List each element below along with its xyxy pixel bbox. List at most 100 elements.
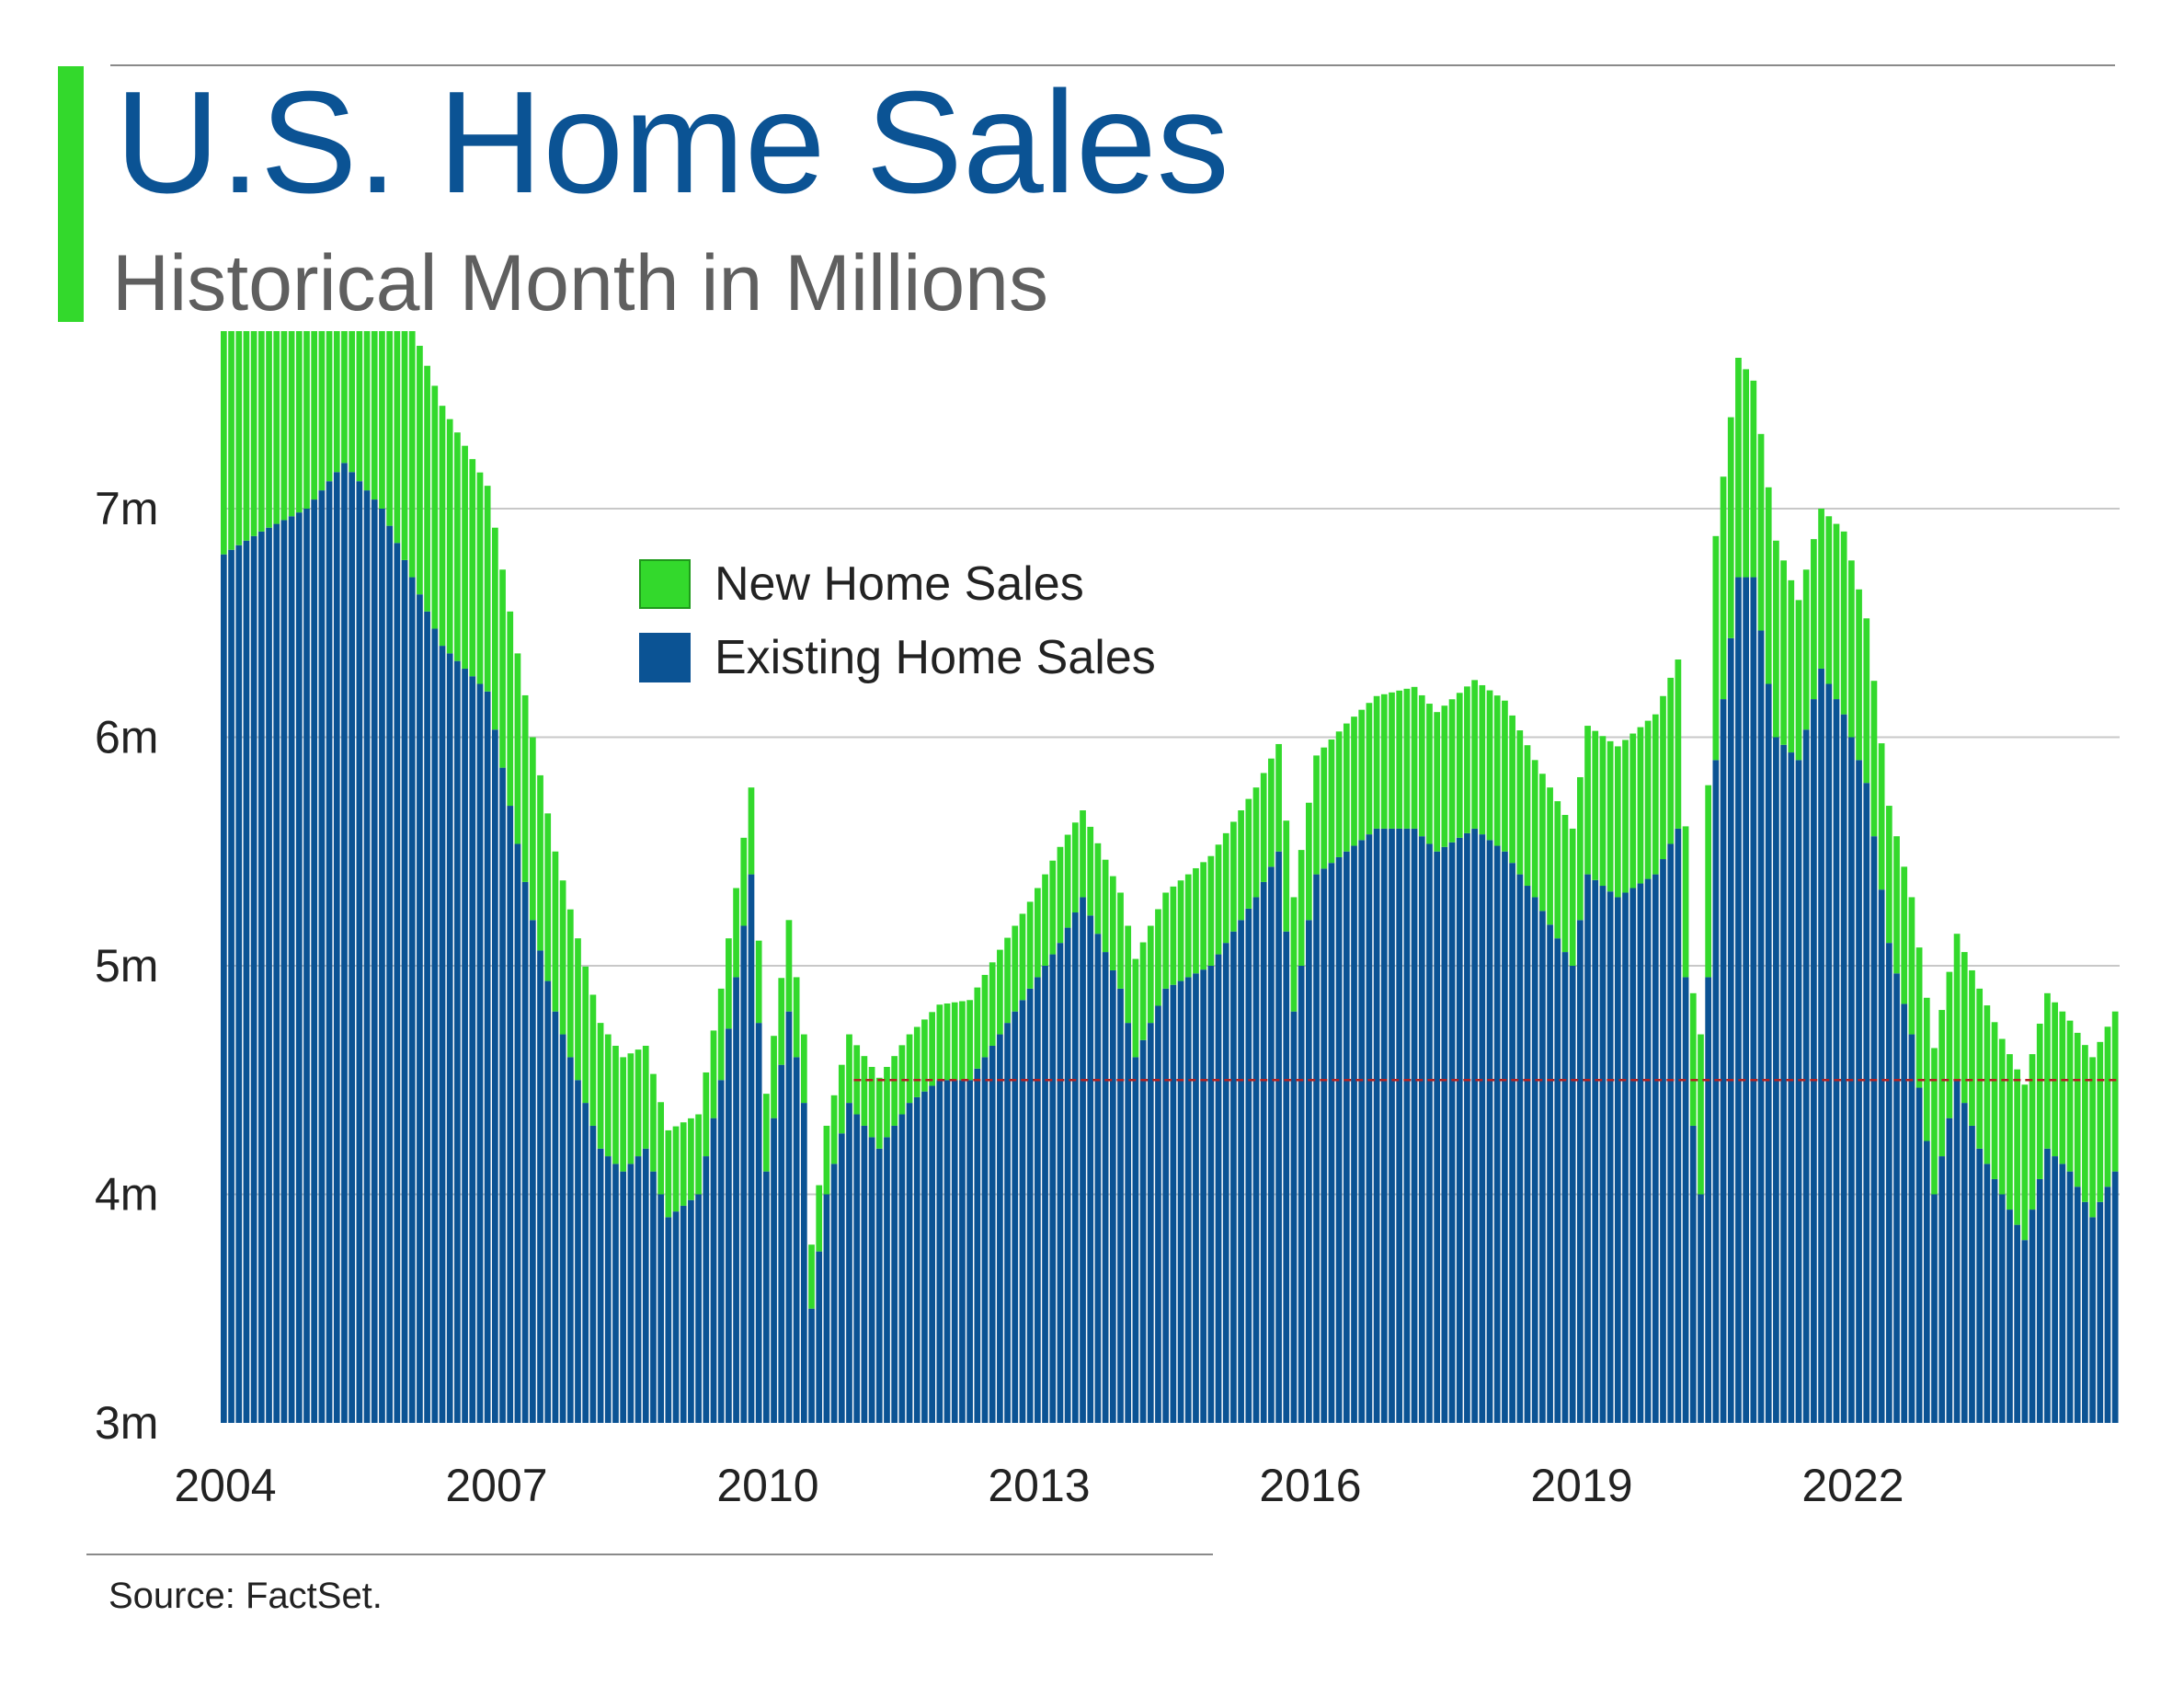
- bar-new: [830, 1095, 838, 1164]
- bar-new: [1004, 937, 1011, 1024]
- bar-existing: [1441, 846, 1448, 1423]
- bar-new: [280, 331, 288, 521]
- bar-existing: [604, 1156, 612, 1423]
- bar-new: [1863, 618, 1870, 784]
- bar-existing: [333, 472, 340, 1423]
- bar-new: [1268, 758, 1275, 867]
- legend-swatch-existing: [639, 633, 691, 682]
- bar-new: [326, 331, 333, 482]
- bar-new: [620, 1057, 627, 1172]
- bar-new: [2097, 1041, 2104, 1202]
- bar-new: [1743, 369, 1749, 578]
- bar-existing: [1313, 874, 1320, 1423]
- bar-existing: [830, 1164, 838, 1423]
- bar-new: [1878, 743, 1885, 890]
- bar-existing: [695, 1194, 702, 1423]
- bar-new: [755, 940, 762, 1024]
- bar-new: [635, 1049, 642, 1157]
- bar-existing: [1493, 845, 1501, 1423]
- bar-new: [1441, 705, 1448, 847]
- bar-existing: [1087, 915, 1094, 1423]
- bar-new: [243, 331, 250, 541]
- bar-existing: [823, 1194, 830, 1423]
- bar-existing: [1102, 952, 1109, 1423]
- bar-new: [1953, 934, 1961, 1081]
- bar-new: [997, 949, 1003, 1035]
- bar-existing: [499, 767, 506, 1423]
- x-tick-label: 2016: [1259, 1460, 1361, 1511]
- bar-new: [710, 1030, 717, 1118]
- bar-new: [469, 459, 476, 677]
- bar-new: [559, 880, 566, 1035]
- bar-existing: [620, 1171, 627, 1423]
- bar-new: [394, 331, 401, 544]
- bar-new: [1193, 867, 1199, 974]
- bar-existing: [688, 1199, 694, 1423]
- bar-new: [2104, 1026, 2111, 1187]
- bar-new: [650, 1073, 657, 1172]
- bar-new: [1833, 523, 1840, 700]
- bar-new: [1019, 913, 1026, 1001]
- bar-existing: [1448, 842, 1456, 1423]
- bar-new: [748, 787, 755, 875]
- legend: New Home Sales Existing Home Sales: [639, 547, 1156, 694]
- bar-new: [1802, 569, 1810, 730]
- bar-existing: [997, 1034, 1003, 1423]
- bar-existing: [1193, 973, 1199, 1423]
- bar-new: [257, 331, 265, 532]
- bar-existing: [2074, 1187, 2081, 1423]
- bar-existing: [612, 1164, 619, 1423]
- bar-new: [1049, 860, 1057, 955]
- bar-new: [740, 837, 748, 926]
- bar-existing: [1094, 934, 1102, 1423]
- bar-new: [1328, 739, 1335, 864]
- bar-new: [1629, 733, 1637, 889]
- bar-existing: [936, 1080, 943, 1423]
- bar-new: [514, 653, 521, 844]
- bar-existing: [507, 806, 514, 1423]
- bar-existing: [1343, 851, 1350, 1423]
- bar-existing: [250, 535, 257, 1423]
- bar-new: [1057, 846, 1064, 944]
- bar-existing: [1479, 834, 1486, 1423]
- bar-new: [733, 888, 739, 978]
- bar-existing: [575, 1080, 581, 1423]
- bar-new: [1923, 997, 1930, 1141]
- bar-existing: [1109, 969, 1116, 1423]
- bar-new: [1306, 802, 1312, 921]
- bar-existing: [771, 1118, 777, 1423]
- title-accent-bar: [58, 66, 84, 322]
- bar-existing: [371, 499, 378, 1423]
- bar-existing: [726, 1028, 732, 1423]
- bar-new: [1516, 730, 1524, 875]
- bar-new: [1599, 736, 1607, 887]
- bar-new: [1825, 516, 1833, 684]
- bar-existing: [800, 1103, 807, 1423]
- bar-existing: [838, 1133, 845, 1423]
- bar-existing: [1984, 1164, 1991, 1423]
- bar-existing: [318, 490, 326, 1423]
- bar-existing: [424, 611, 430, 1423]
- bar-existing: [816, 1251, 823, 1423]
- bar-existing: [1969, 1125, 1975, 1423]
- bar-new: [1750, 380, 1757, 578]
- bar-new: [1998, 1038, 2006, 1195]
- bar-existing: [1946, 1118, 1953, 1423]
- bar-new: [1773, 540, 1779, 738]
- bar-existing: [544, 980, 552, 1423]
- bar-existing: [1743, 577, 1749, 1423]
- bar-new: [311, 331, 318, 500]
- bar-existing: [386, 525, 393, 1423]
- bar-existing: [680, 1205, 687, 1423]
- bar-existing: [642, 1148, 649, 1423]
- bar-new: [1298, 850, 1305, 966]
- bar-new: [1622, 740, 1629, 893]
- bar-existing: [1049, 954, 1057, 1423]
- bar-existing: [1509, 863, 1515, 1423]
- bar-new: [966, 1000, 973, 1081]
- bar-new: [597, 1023, 604, 1149]
- bar-new: [341, 331, 348, 464]
- bar-new: [288, 331, 295, 517]
- bar-existing: [2089, 1217, 2096, 1423]
